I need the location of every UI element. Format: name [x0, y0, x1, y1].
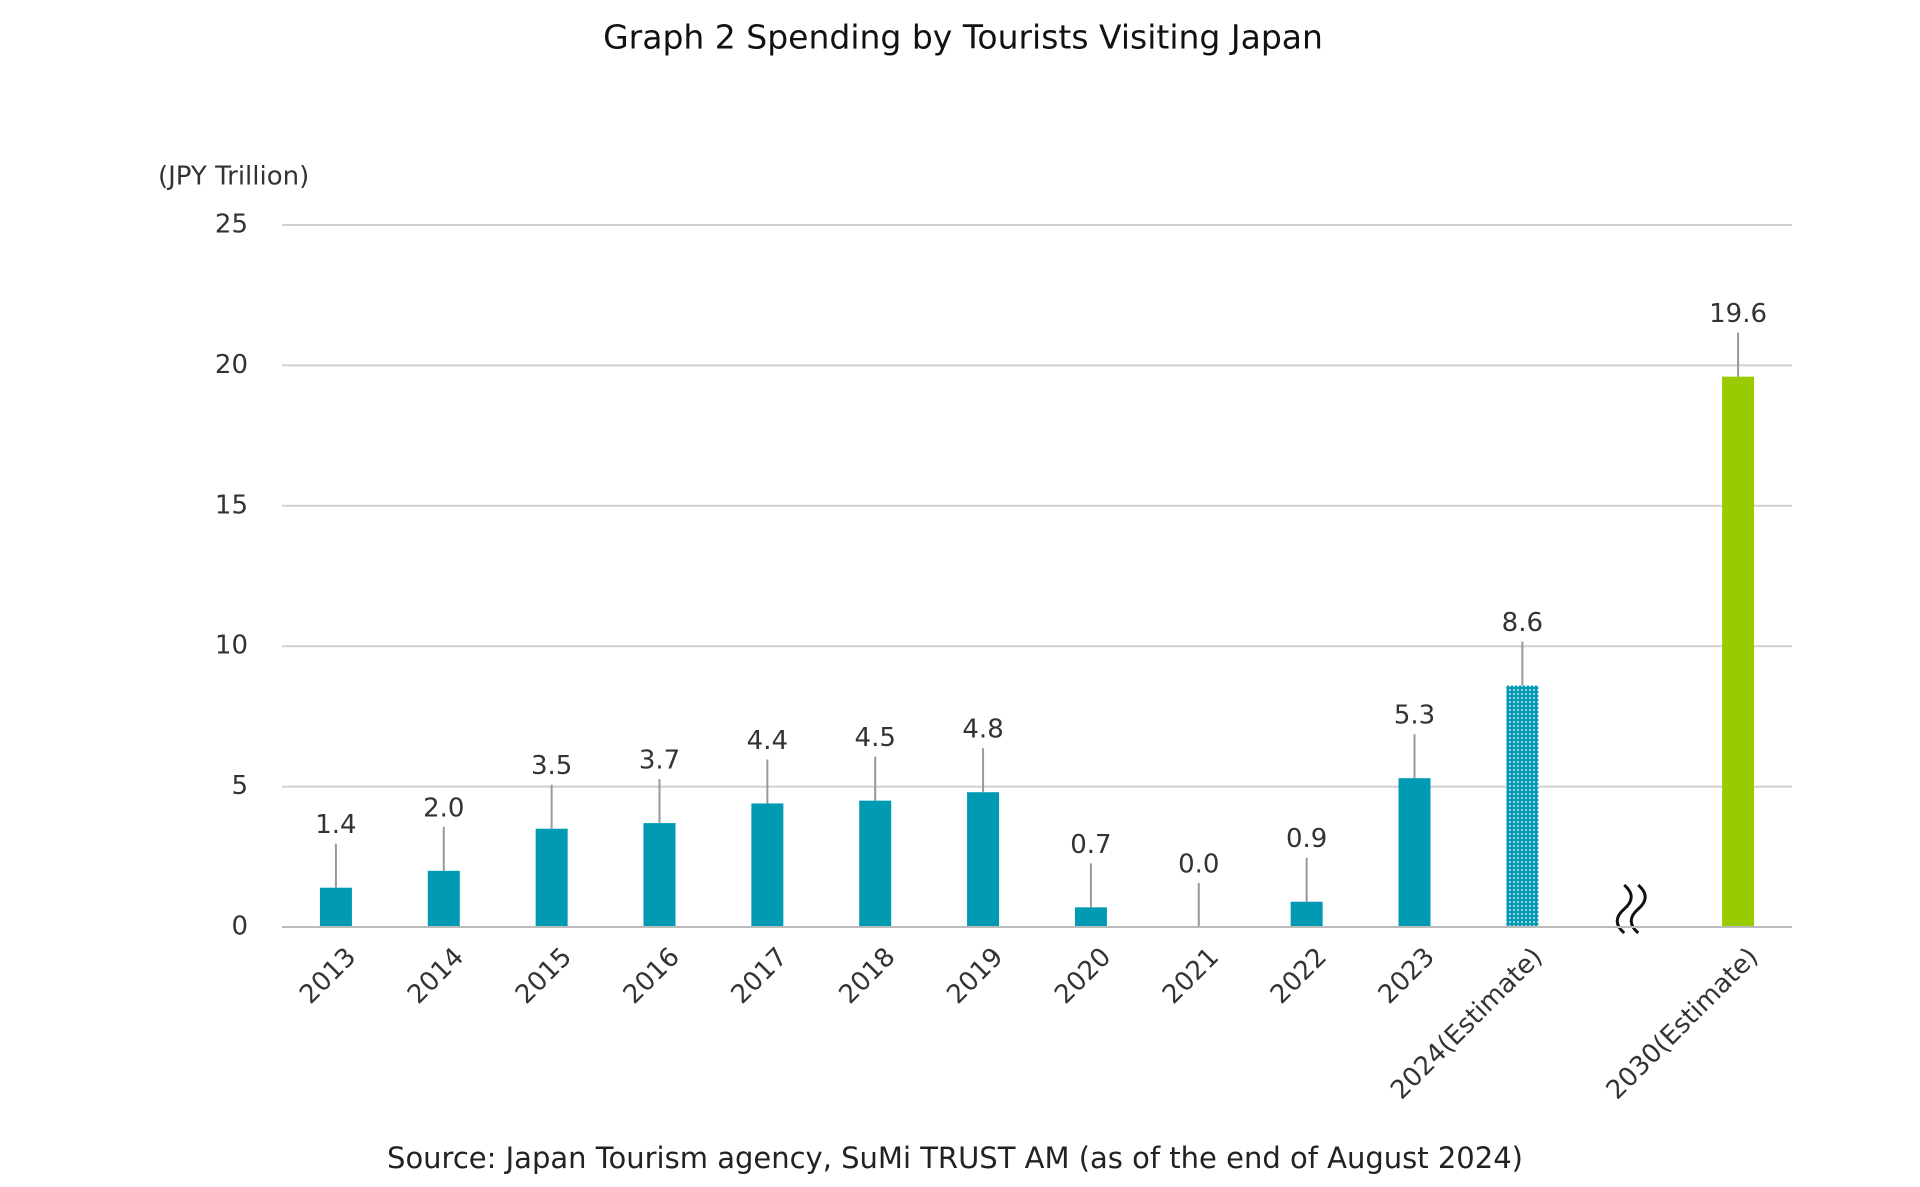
bar [427, 870, 460, 927]
x-tick-label: 2018 [833, 942, 901, 1010]
bar [967, 792, 1000, 927]
x-tick-label: 2015 [510, 942, 578, 1010]
y-axis-label: (JPY Trillion) [158, 162, 309, 192]
data-label: 19.6 [1709, 299, 1767, 329]
y-tick-label: 25 [215, 210, 248, 240]
data-label: 4.5 [855, 723, 896, 753]
bar [643, 823, 676, 927]
bar [1290, 901, 1323, 927]
data-label: 3.7 [639, 746, 680, 776]
x-tick-label: 2016 [618, 942, 686, 1010]
bar [751, 803, 784, 927]
chart-title: Graph 2 Spending by Tourists Visiting Ja… [603, 18, 1323, 57]
y-tick-label: 20 [215, 350, 248, 380]
data-label: 8.6 [1502, 608, 1543, 638]
bar [535, 828, 568, 927]
y-tick-label: 10 [215, 631, 248, 661]
bar [1398, 778, 1431, 927]
source-note: Source: Japan Tourism agency, SuMi TRUST… [387, 1141, 1523, 1175]
data-label: 5.3 [1394, 701, 1435, 731]
data-label: 0.9 [1286, 824, 1327, 854]
bar [319, 887, 352, 927]
x-tick-label: 2021 [1157, 942, 1225, 1010]
x-tick-label: 2013 [294, 942, 362, 1010]
data-label: 4.8 [962, 715, 1003, 745]
bar [1722, 376, 1755, 928]
x-tick-label: 2023 [1373, 942, 1441, 1010]
axis-break [1615, 883, 1647, 935]
x-tick-label: 2014 [402, 942, 470, 1010]
y-tick-label: 0 [231, 912, 248, 942]
x-tick-label: 2020 [1049, 942, 1117, 1010]
bar [1074, 907, 1107, 927]
x-tick-label: 2017 [726, 942, 794, 1010]
y-tick-label: 5 [231, 771, 248, 801]
x-tick-label: 2019 [941, 942, 1009, 1010]
x-tick-label: 2030(Estimate) [1601, 942, 1765, 1106]
data-label: 4.4 [747, 726, 788, 756]
bar [1506, 685, 1539, 927]
data-label: 3.5 [531, 751, 572, 781]
bar [859, 800, 892, 927]
x-tick-label: 2022 [1265, 942, 1333, 1010]
y-tick-label: 15 [215, 490, 248, 520]
data-label: 2.0 [423, 793, 464, 823]
data-label: 0.7 [1070, 830, 1111, 860]
data-label: 1.4 [315, 810, 356, 840]
data-label: 0.0 [1178, 850, 1219, 880]
